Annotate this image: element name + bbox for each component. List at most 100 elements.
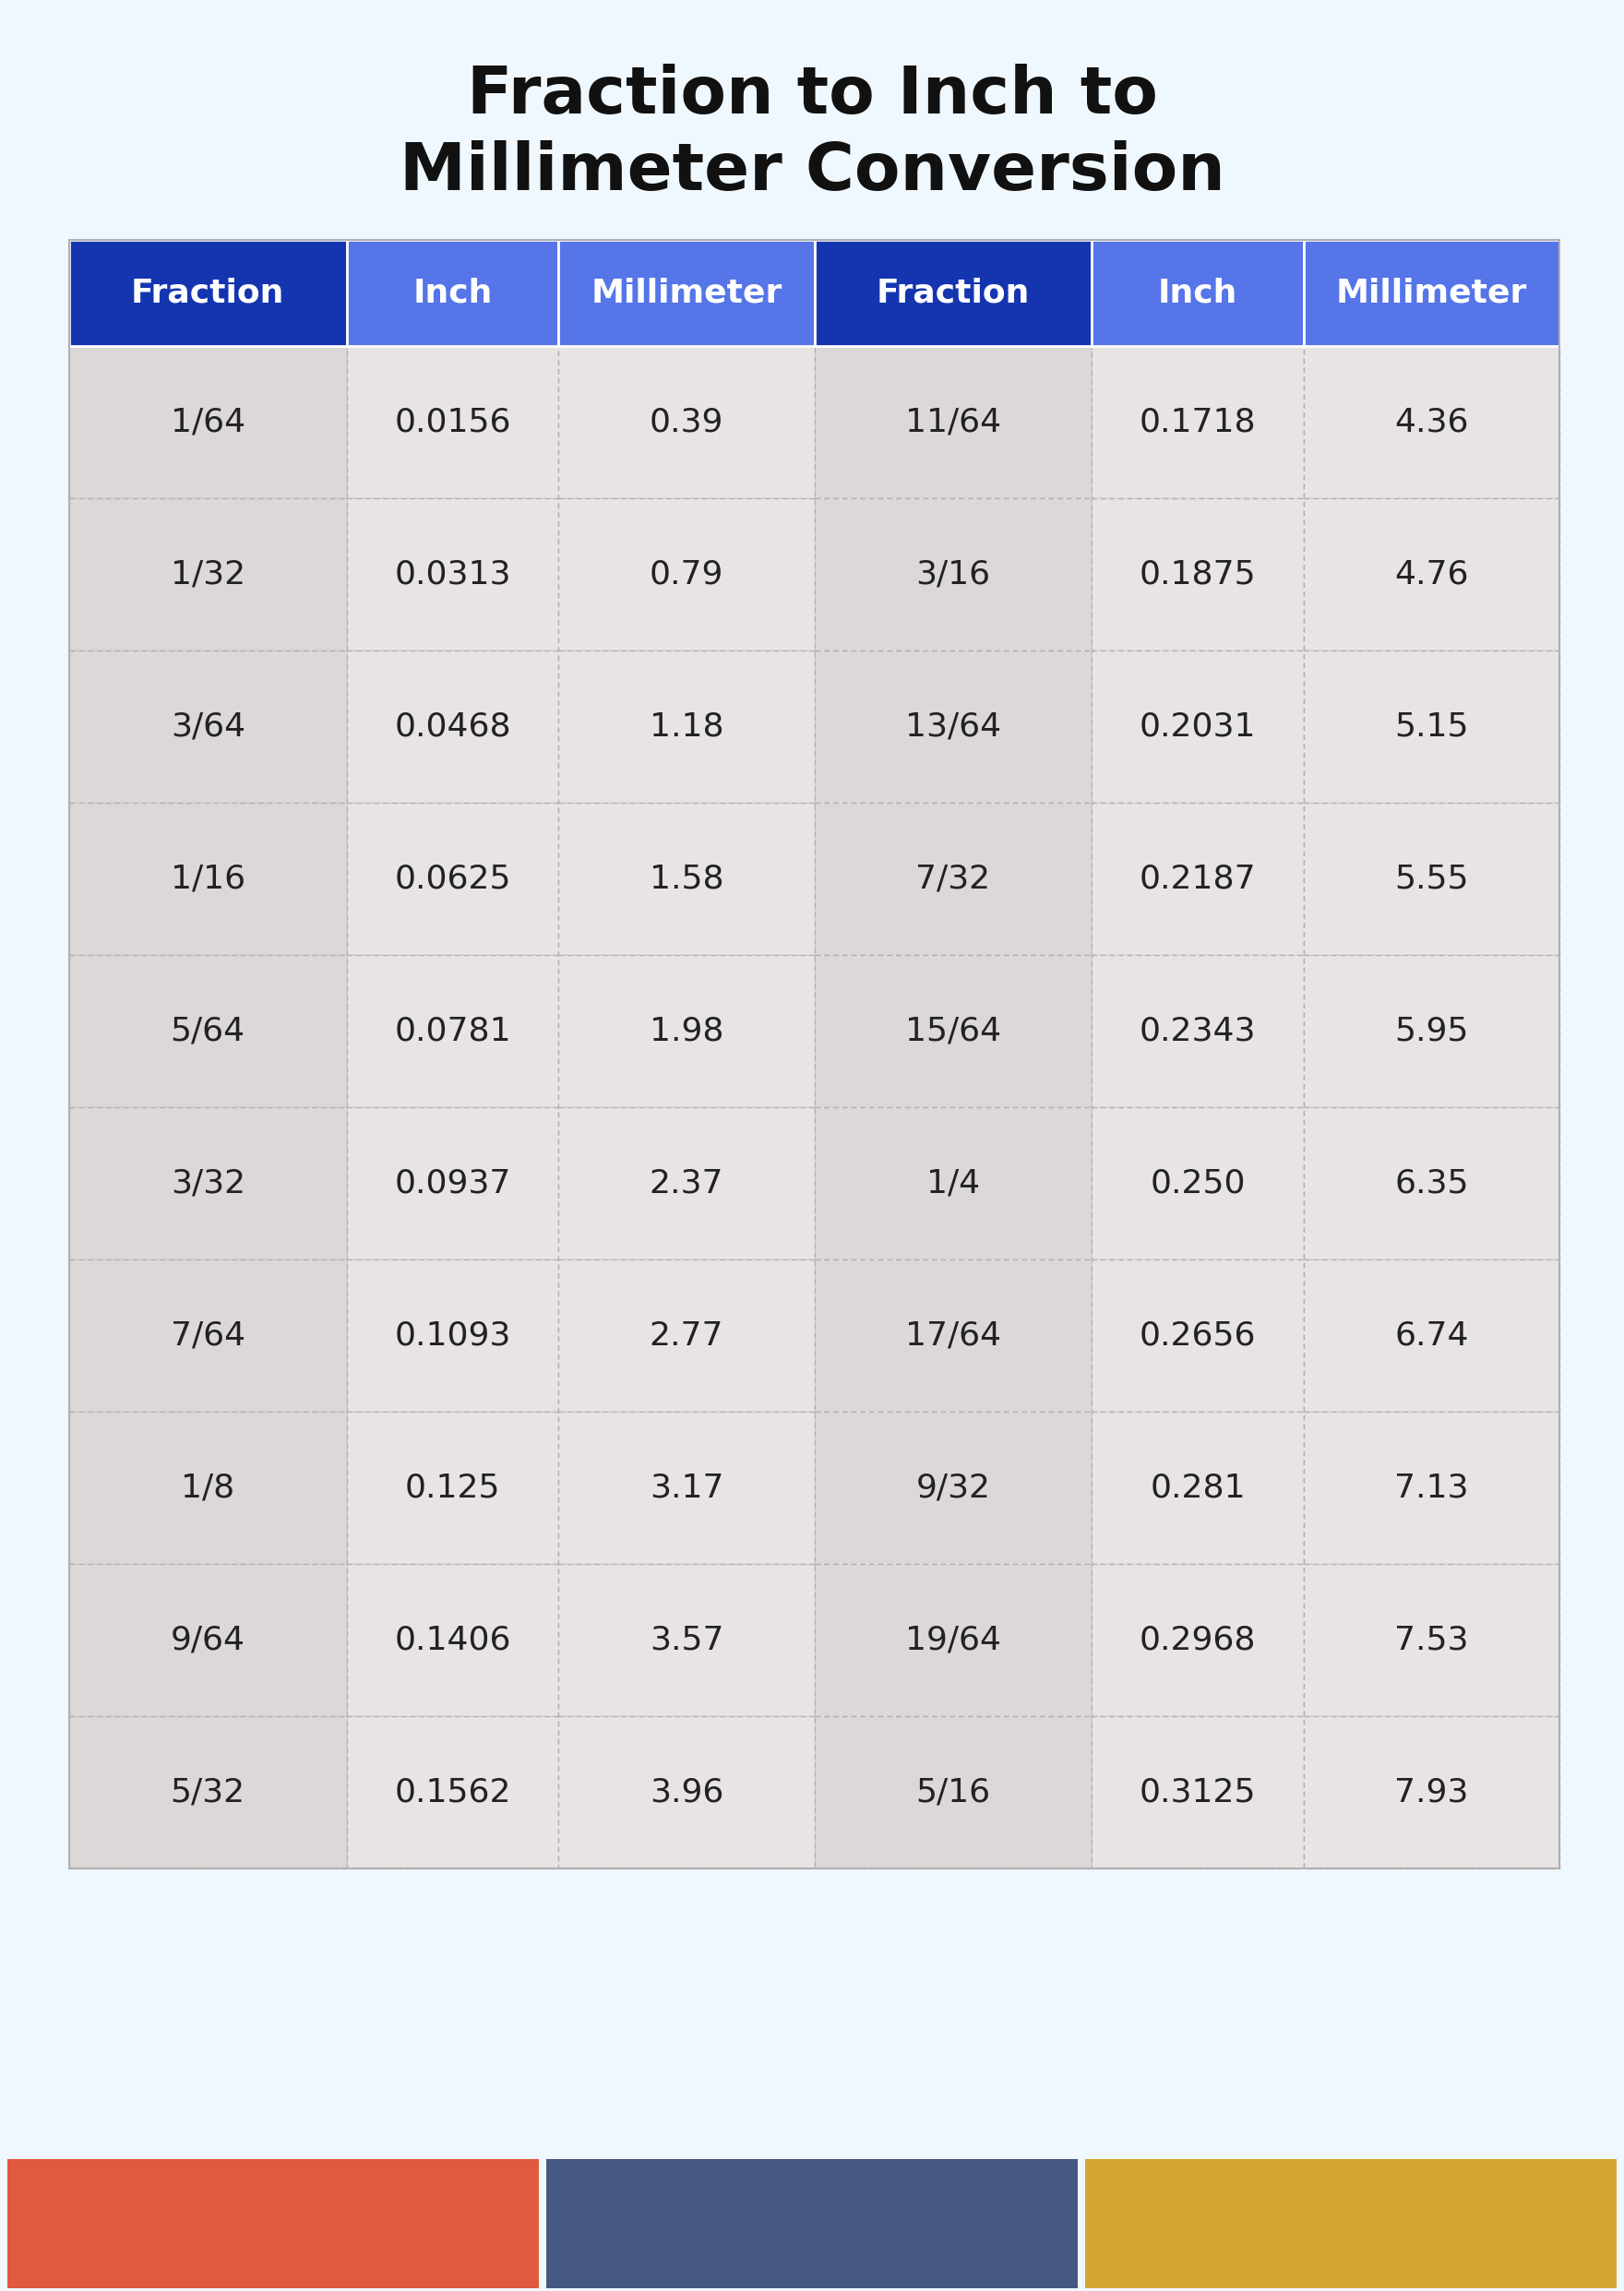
- Text: 0.2187: 0.2187: [1140, 864, 1255, 893]
- FancyBboxPatch shape: [346, 651, 559, 802]
- FancyBboxPatch shape: [1304, 802, 1559, 955]
- Text: 9/64: 9/64: [171, 1624, 245, 1656]
- Text: 0.0937: 0.0937: [395, 1168, 512, 1198]
- FancyBboxPatch shape: [70, 1716, 346, 1869]
- Text: 0.0156: 0.0156: [395, 406, 512, 438]
- FancyBboxPatch shape: [1091, 1565, 1304, 1716]
- FancyBboxPatch shape: [346, 1411, 559, 1565]
- Text: 1.58: 1.58: [650, 864, 724, 893]
- Text: 1/8: 1/8: [180, 1473, 235, 1503]
- Text: 3/64: 3/64: [171, 710, 245, 742]
- Text: 5/16: 5/16: [916, 1776, 991, 1808]
- FancyBboxPatch shape: [814, 241, 1091, 346]
- Text: 1.98: 1.98: [650, 1015, 724, 1047]
- FancyBboxPatch shape: [559, 1260, 814, 1411]
- FancyBboxPatch shape: [1085, 2158, 1616, 2289]
- FancyBboxPatch shape: [346, 497, 559, 651]
- Text: 0.39: 0.39: [650, 406, 724, 438]
- Text: 13/64: 13/64: [905, 710, 1000, 742]
- Text: 2.77: 2.77: [650, 1320, 724, 1352]
- Text: 0.2031: 0.2031: [1140, 710, 1255, 742]
- Text: 0.2343: 0.2343: [1140, 1015, 1255, 1047]
- FancyBboxPatch shape: [1304, 1107, 1559, 1260]
- Text: 17/64: 17/64: [905, 1320, 1000, 1352]
- FancyBboxPatch shape: [70, 241, 346, 346]
- Text: 4.36: 4.36: [1395, 406, 1468, 438]
- FancyBboxPatch shape: [70, 497, 346, 651]
- Text: 0.0468: 0.0468: [395, 710, 512, 742]
- Text: 9/32: 9/32: [916, 1473, 991, 1503]
- Text: 19/64: 19/64: [905, 1624, 1000, 1656]
- FancyBboxPatch shape: [346, 241, 559, 346]
- FancyBboxPatch shape: [346, 1107, 559, 1260]
- FancyBboxPatch shape: [1304, 955, 1559, 1107]
- FancyBboxPatch shape: [70, 346, 346, 497]
- Text: 0.0781: 0.0781: [395, 1015, 512, 1047]
- FancyBboxPatch shape: [346, 1716, 559, 1869]
- FancyBboxPatch shape: [70, 802, 346, 955]
- FancyBboxPatch shape: [559, 1107, 814, 1260]
- FancyBboxPatch shape: [1091, 497, 1304, 651]
- Text: 1/4: 1/4: [926, 1168, 979, 1198]
- FancyBboxPatch shape: [559, 497, 814, 651]
- Text: 7.53: 7.53: [1395, 1624, 1468, 1656]
- FancyBboxPatch shape: [346, 802, 559, 955]
- Text: Fraction: Fraction: [877, 277, 1030, 309]
- Text: Inch: Inch: [412, 277, 492, 309]
- Text: 0.125: 0.125: [404, 1473, 500, 1503]
- FancyBboxPatch shape: [1091, 1107, 1304, 1260]
- FancyBboxPatch shape: [559, 1565, 814, 1716]
- FancyBboxPatch shape: [814, 1107, 1091, 1260]
- Text: Fraction: Fraction: [132, 277, 284, 309]
- FancyBboxPatch shape: [70, 651, 346, 802]
- FancyBboxPatch shape: [346, 1260, 559, 1411]
- Text: Millimeter: Millimeter: [1337, 277, 1527, 309]
- FancyBboxPatch shape: [1304, 1411, 1559, 1565]
- FancyBboxPatch shape: [546, 2158, 1078, 2289]
- Text: 1.18: 1.18: [650, 710, 724, 742]
- Text: 2.37: 2.37: [650, 1168, 724, 1198]
- Text: 0.1406: 0.1406: [395, 1624, 512, 1656]
- FancyBboxPatch shape: [814, 497, 1091, 651]
- Text: 7/64: 7/64: [171, 1320, 245, 1352]
- Text: Inch: Inch: [1158, 277, 1237, 309]
- FancyBboxPatch shape: [1304, 497, 1559, 651]
- Text: 0.1562: 0.1562: [395, 1776, 512, 1808]
- Text: Millimeter: Millimeter: [591, 277, 783, 309]
- FancyBboxPatch shape: [1091, 1716, 1304, 1869]
- Text: 3/16: 3/16: [916, 559, 991, 591]
- Text: 5/32: 5/32: [171, 1776, 245, 1808]
- FancyBboxPatch shape: [8, 2158, 539, 2289]
- FancyBboxPatch shape: [346, 955, 559, 1107]
- FancyBboxPatch shape: [70, 1411, 346, 1565]
- FancyBboxPatch shape: [1091, 802, 1304, 955]
- FancyBboxPatch shape: [70, 1107, 346, 1260]
- Text: 6.35: 6.35: [1395, 1168, 1468, 1198]
- FancyBboxPatch shape: [70, 1565, 346, 1716]
- FancyBboxPatch shape: [1091, 955, 1304, 1107]
- Text: 0.1718: 0.1718: [1140, 406, 1255, 438]
- Text: 6.74: 6.74: [1395, 1320, 1468, 1352]
- Text: 0.250: 0.250: [1150, 1168, 1246, 1198]
- FancyBboxPatch shape: [346, 346, 559, 497]
- FancyBboxPatch shape: [346, 1565, 559, 1716]
- FancyBboxPatch shape: [559, 346, 814, 497]
- FancyBboxPatch shape: [814, 346, 1091, 497]
- Text: 0.3125: 0.3125: [1140, 1776, 1255, 1808]
- FancyBboxPatch shape: [1304, 1716, 1559, 1869]
- FancyBboxPatch shape: [1091, 651, 1304, 802]
- FancyBboxPatch shape: [1091, 346, 1304, 497]
- FancyBboxPatch shape: [1304, 1260, 1559, 1411]
- FancyBboxPatch shape: [814, 651, 1091, 802]
- Text: 7/32: 7/32: [916, 864, 991, 893]
- FancyBboxPatch shape: [814, 955, 1091, 1107]
- FancyBboxPatch shape: [814, 1411, 1091, 1565]
- Text: 0.79: 0.79: [650, 559, 724, 591]
- FancyBboxPatch shape: [1304, 241, 1559, 346]
- Text: 1/64: 1/64: [171, 406, 245, 438]
- Text: 5.55: 5.55: [1395, 864, 1468, 893]
- Text: 3.57: 3.57: [650, 1624, 724, 1656]
- Text: 0.2968: 0.2968: [1140, 1624, 1255, 1656]
- Text: 1/32: 1/32: [171, 559, 245, 591]
- Text: 0.0625: 0.0625: [395, 864, 512, 893]
